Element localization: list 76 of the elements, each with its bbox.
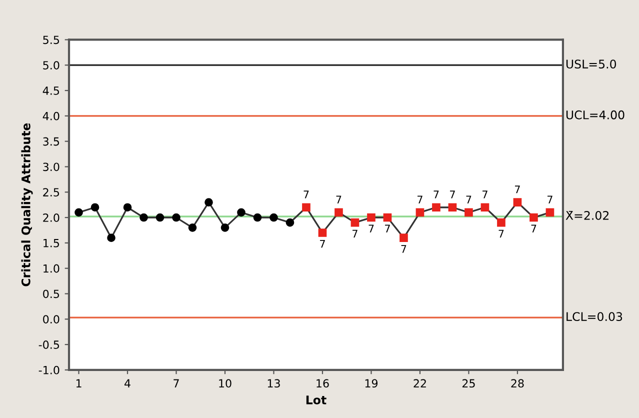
point [383, 213, 392, 222]
point [513, 198, 522, 206]
annotation: 7 [466, 196, 472, 204]
point [480, 203, 490, 212]
y-tick-label: 0.5 [43, 290, 60, 298]
y-tick-label: 4.5 [42, 86, 60, 95]
annotation: 7 [385, 224, 390, 232]
x-tick-label: 4 [124, 379, 130, 388]
point [334, 208, 343, 217]
point [286, 218, 294, 227]
annotation: 7 [498, 230, 504, 238]
point [546, 208, 554, 217]
y-tick-label: 4.0 [42, 112, 60, 120]
point [530, 213, 538, 222]
point [464, 208, 473, 217]
point [432, 203, 440, 212]
annotation: 7 [401, 245, 406, 253]
y-tick-label: 1.5 [44, 239, 60, 248]
ref-line-label: LCL=0.03 [566, 312, 622, 322]
point [350, 218, 360, 227]
point [497, 218, 506, 227]
point [270, 213, 278, 222]
y-tick-label: -1.0 [38, 366, 60, 374]
annotation: 7 [304, 190, 309, 198]
point [302, 203, 310, 212]
point [90, 203, 100, 212]
annotation: 7 [531, 224, 536, 232]
point [237, 208, 246, 217]
annotation: 7 [515, 186, 520, 194]
annotation: 7 [336, 196, 342, 204]
x-tick-label: 7 [174, 379, 179, 388]
point [204, 198, 213, 206]
annotation: 7 [320, 240, 325, 248]
x-tick-label: 13 [268, 379, 280, 388]
point [74, 208, 83, 217]
ref-line-label: USL=5.0 [566, 60, 616, 69]
point [107, 234, 116, 242]
x-tick-label: 1 [76, 379, 82, 388]
point [220, 224, 230, 232]
point [416, 208, 424, 217]
point [188, 224, 197, 232]
point [448, 203, 457, 212]
x-tick-label: 28 [511, 379, 524, 388]
annotation: 7 [450, 190, 455, 198]
point [172, 213, 180, 222]
annotation: 7 [482, 190, 488, 198]
point [253, 213, 262, 222]
x-tick-label: 10 [219, 379, 232, 388]
annotation: 7 [352, 230, 358, 238]
y-axis-title: Critical Quality Attribute [21, 123, 33, 286]
x-tick-label: 25 [462, 379, 475, 388]
point [140, 213, 148, 222]
y-tick-label: 0.0 [43, 315, 60, 324]
x-tick-label: 22 [414, 379, 426, 388]
y-tick-label: 3.0 [43, 162, 60, 172]
annotation: 7 [548, 196, 552, 204]
point [367, 213, 376, 222]
annotation: 7 [418, 196, 422, 204]
y-tick-label: 2.5 [43, 188, 60, 196]
y-tick-label: 1.0 [44, 264, 60, 273]
y-tick-label: 3.5 [43, 137, 60, 146]
y-tick-label: 5.0 [43, 61, 60, 70]
ref-line-label: X̄=2.02 [566, 210, 609, 220]
y-tick-label: -0.5 [38, 340, 60, 349]
x-tick-label: 19 [365, 379, 378, 388]
annotation: 7 [368, 224, 374, 232]
point [400, 234, 408, 242]
y-tick-label: 2.0 [43, 213, 60, 222]
ref-line-label: UCL=4.00 [566, 110, 624, 120]
annotation: 7 [434, 190, 439, 198]
x-axis-title: Lot [306, 396, 326, 404]
x-tick-label: 16 [316, 379, 329, 388]
point [318, 228, 327, 237]
y-tick-label: 5.5 [43, 36, 60, 44]
point [123, 203, 132, 212]
point [156, 213, 164, 222]
